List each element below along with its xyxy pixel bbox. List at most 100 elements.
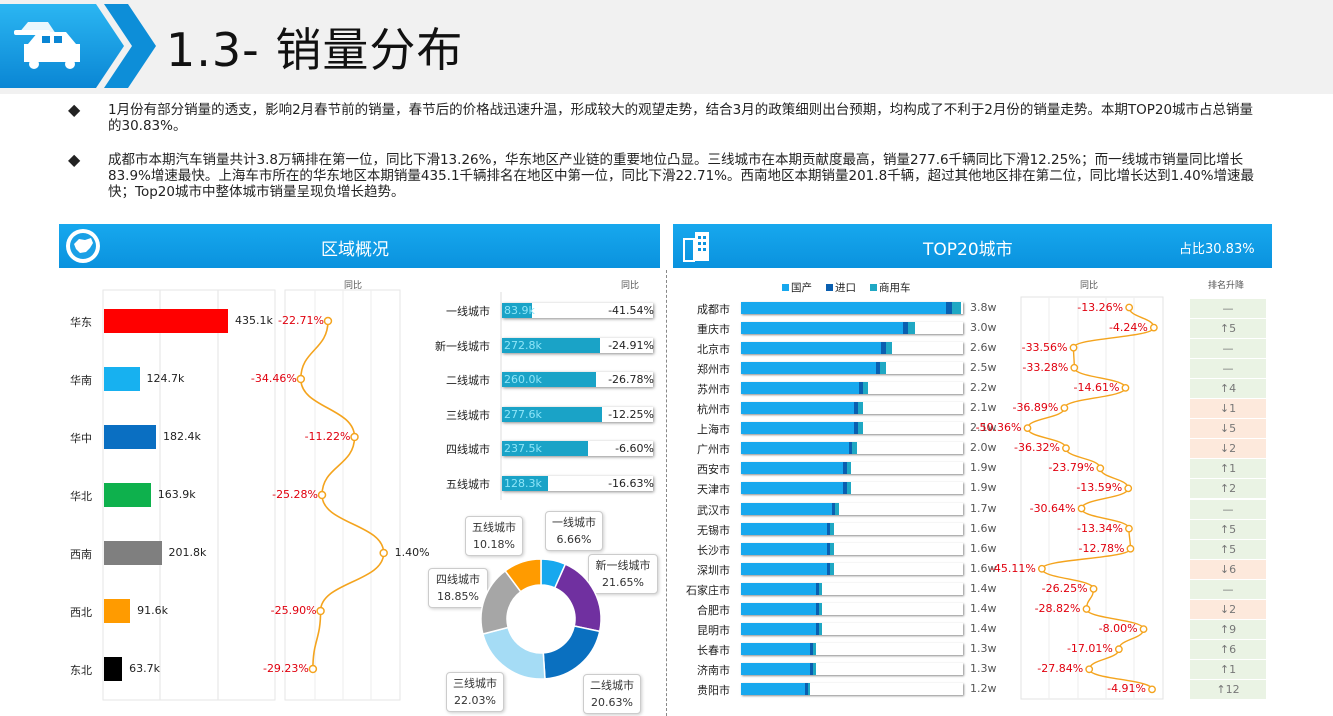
tier-bar: [502, 476, 549, 491]
city-label: 长沙市: [697, 543, 730, 557]
city-yoy-label: -23.79%: [1048, 461, 1095, 475]
tier-value-label: 260.0k: [504, 373, 542, 387]
city-bar-import: [848, 442, 853, 455]
city-bar-domestic: [741, 623, 816, 636]
city-bar-commercial: [852, 442, 857, 455]
car-logo-icon: [0, 4, 156, 88]
city-rank-change: ↑5: [1190, 318, 1266, 338]
region-bar: [104, 657, 123, 681]
intro-paragraph-1: 1月份有部分销量的透支，影响2月春节前的销量，春节后的价格战迅速升温，形成较大的…: [108, 102, 1254, 134]
donut-percent-label: 18.85%: [437, 590, 479, 603]
city-bar-import: [810, 663, 814, 676]
region-label: 西北: [70, 606, 92, 619]
city-rank-change: ↑12: [1190, 680, 1266, 700]
city-bar-commercial: [879, 361, 886, 374]
tier-value-label: 83.9k: [504, 304, 535, 317]
region-value-label: 163.9k: [157, 488, 196, 501]
city-bar-commercial: [818, 582, 823, 595]
city-yoy-header: 同比: [1080, 281, 1099, 291]
city-bar-domestic: [741, 502, 833, 515]
city-total-label: 2.6w: [970, 340, 997, 354]
city-bar-commercial: [807, 683, 811, 696]
top20-share: 占比30.83%: [1179, 242, 1255, 257]
city-yoy-label: -13.34%: [1077, 521, 1123, 535]
city-total-label: 1.6w: [970, 561, 997, 575]
city-label: 石家庄市: [686, 583, 730, 597]
city-yoy-label: -17.01%: [1066, 642, 1113, 656]
tier-bar: [502, 303, 533, 318]
tier-value-label: 128.3k: [504, 477, 542, 490]
region-label: 华东: [70, 316, 92, 329]
city-label: 西安市: [697, 463, 730, 477]
tier-yoy-header: 同比: [621, 281, 640, 291]
city-label: 济南市: [697, 664, 730, 678]
city-label: 长春市: [697, 644, 730, 658]
top20-panel-header: TOP20城市 占比30.83%: [673, 224, 1272, 268]
region-panel-title: 区域概况: [321, 240, 389, 260]
city-bar-import: [854, 422, 858, 435]
city-label: 合肥市: [697, 604, 730, 617]
region-value-label: 435.1k: [235, 314, 273, 327]
donut-category-label: 二线城市: [590, 679, 634, 692]
bullet-diamond-icon: ◆: [68, 100, 81, 119]
city-bar-import: [875, 361, 880, 374]
city-total-label: 1.9w: [970, 461, 997, 475]
intro-paragraph-2: 成都市本期汽车销量共计3.8万辆排在第一位，同比下滑13.26%，华东地区产业链…: [108, 152, 1255, 200]
donut-category-label: 新一线城市: [595, 559, 651, 572]
city-yoy-label: -36.32%: [1014, 441, 1060, 455]
legend-label: 商用车: [879, 282, 911, 294]
donut-category-label: 五线城市: [472, 521, 516, 534]
city-yoy-label: -30.64%: [1029, 501, 1076, 515]
donut-percent-label: 22.03%: [454, 694, 496, 707]
tier-label: 四线城市: [446, 443, 490, 457]
donut-callout: 三线城市 22.03%: [446, 672, 504, 712]
city-yoy-label: -50.36%: [975, 421, 1022, 435]
city-rank-change: ↓5: [1190, 419, 1266, 439]
tier-yoy-label: -16.63%: [608, 477, 654, 490]
region-yoy-label: 1.40%: [394, 546, 430, 559]
tier-yoy-label: -41.54%: [608, 304, 654, 317]
city-bar-commercial: [885, 341, 892, 354]
tier-value-label: 272.8k: [504, 338, 542, 352]
city-yoy-label: -13.59%: [1076, 481, 1123, 495]
donut-callout: 一线城市 6.66%: [545, 511, 603, 551]
city-label: 苏州市: [697, 382, 730, 396]
city-bar-commercial: [829, 522, 834, 535]
city-bar-commercial: [857, 422, 863, 435]
city-bar-commercial: [846, 462, 851, 475]
city-bar-domestic: [741, 482, 844, 495]
region-plot-frame: [102, 289, 276, 701]
city-bar-commercial: [818, 603, 823, 615]
city-bar-import: [815, 623, 819, 636]
city-rank-change: ↓2: [1190, 439, 1266, 459]
city-rank-change: ↑2: [1190, 479, 1266, 499]
city-bar-domestic: [741, 361, 876, 374]
city-bar-domestic: [741, 683, 805, 696]
city-yoy-label: -33.56%: [1021, 340, 1068, 354]
city-bar-domestic: [741, 341, 881, 354]
city-total-label: 2.2w: [970, 380, 997, 394]
region-value-label: 182.4k: [162, 430, 201, 443]
city-yoy-label: -36.89%: [1012, 401, 1059, 414]
building-icon: [683, 232, 709, 262]
city-rank-change: ↓6: [1190, 559, 1266, 579]
tier-label: 五线城市: [446, 478, 490, 491]
city-bar-import: [880, 341, 886, 354]
city-total-label: 2.1w: [970, 421, 997, 435]
city-total-label: 2.1w: [970, 401, 997, 414]
city-yoy-label: -26.25%: [1041, 581, 1088, 595]
city-label: 天津市: [697, 483, 730, 497]
donut-percent-label: 21.65%: [602, 576, 644, 589]
city-rank-change: —: [1190, 579, 1266, 599]
city-label: 深圳市: [697, 563, 730, 577]
city-bar-commercial: [863, 381, 869, 394]
city-rank-change: ↓1: [1190, 399, 1266, 418]
region-yoy-label: -29.23%: [262, 662, 309, 675]
city-yoy-label: -4.91%: [1107, 682, 1147, 696]
city-bar-commercial: [813, 643, 817, 656]
city-bar-domestic: [741, 582, 816, 595]
bullet-diamond-icon: ◆: [68, 150, 81, 169]
panel-divider: [666, 270, 667, 716]
donut-category-label: 三线城市: [453, 677, 497, 690]
region-yoy-label: -25.28%: [272, 488, 319, 501]
